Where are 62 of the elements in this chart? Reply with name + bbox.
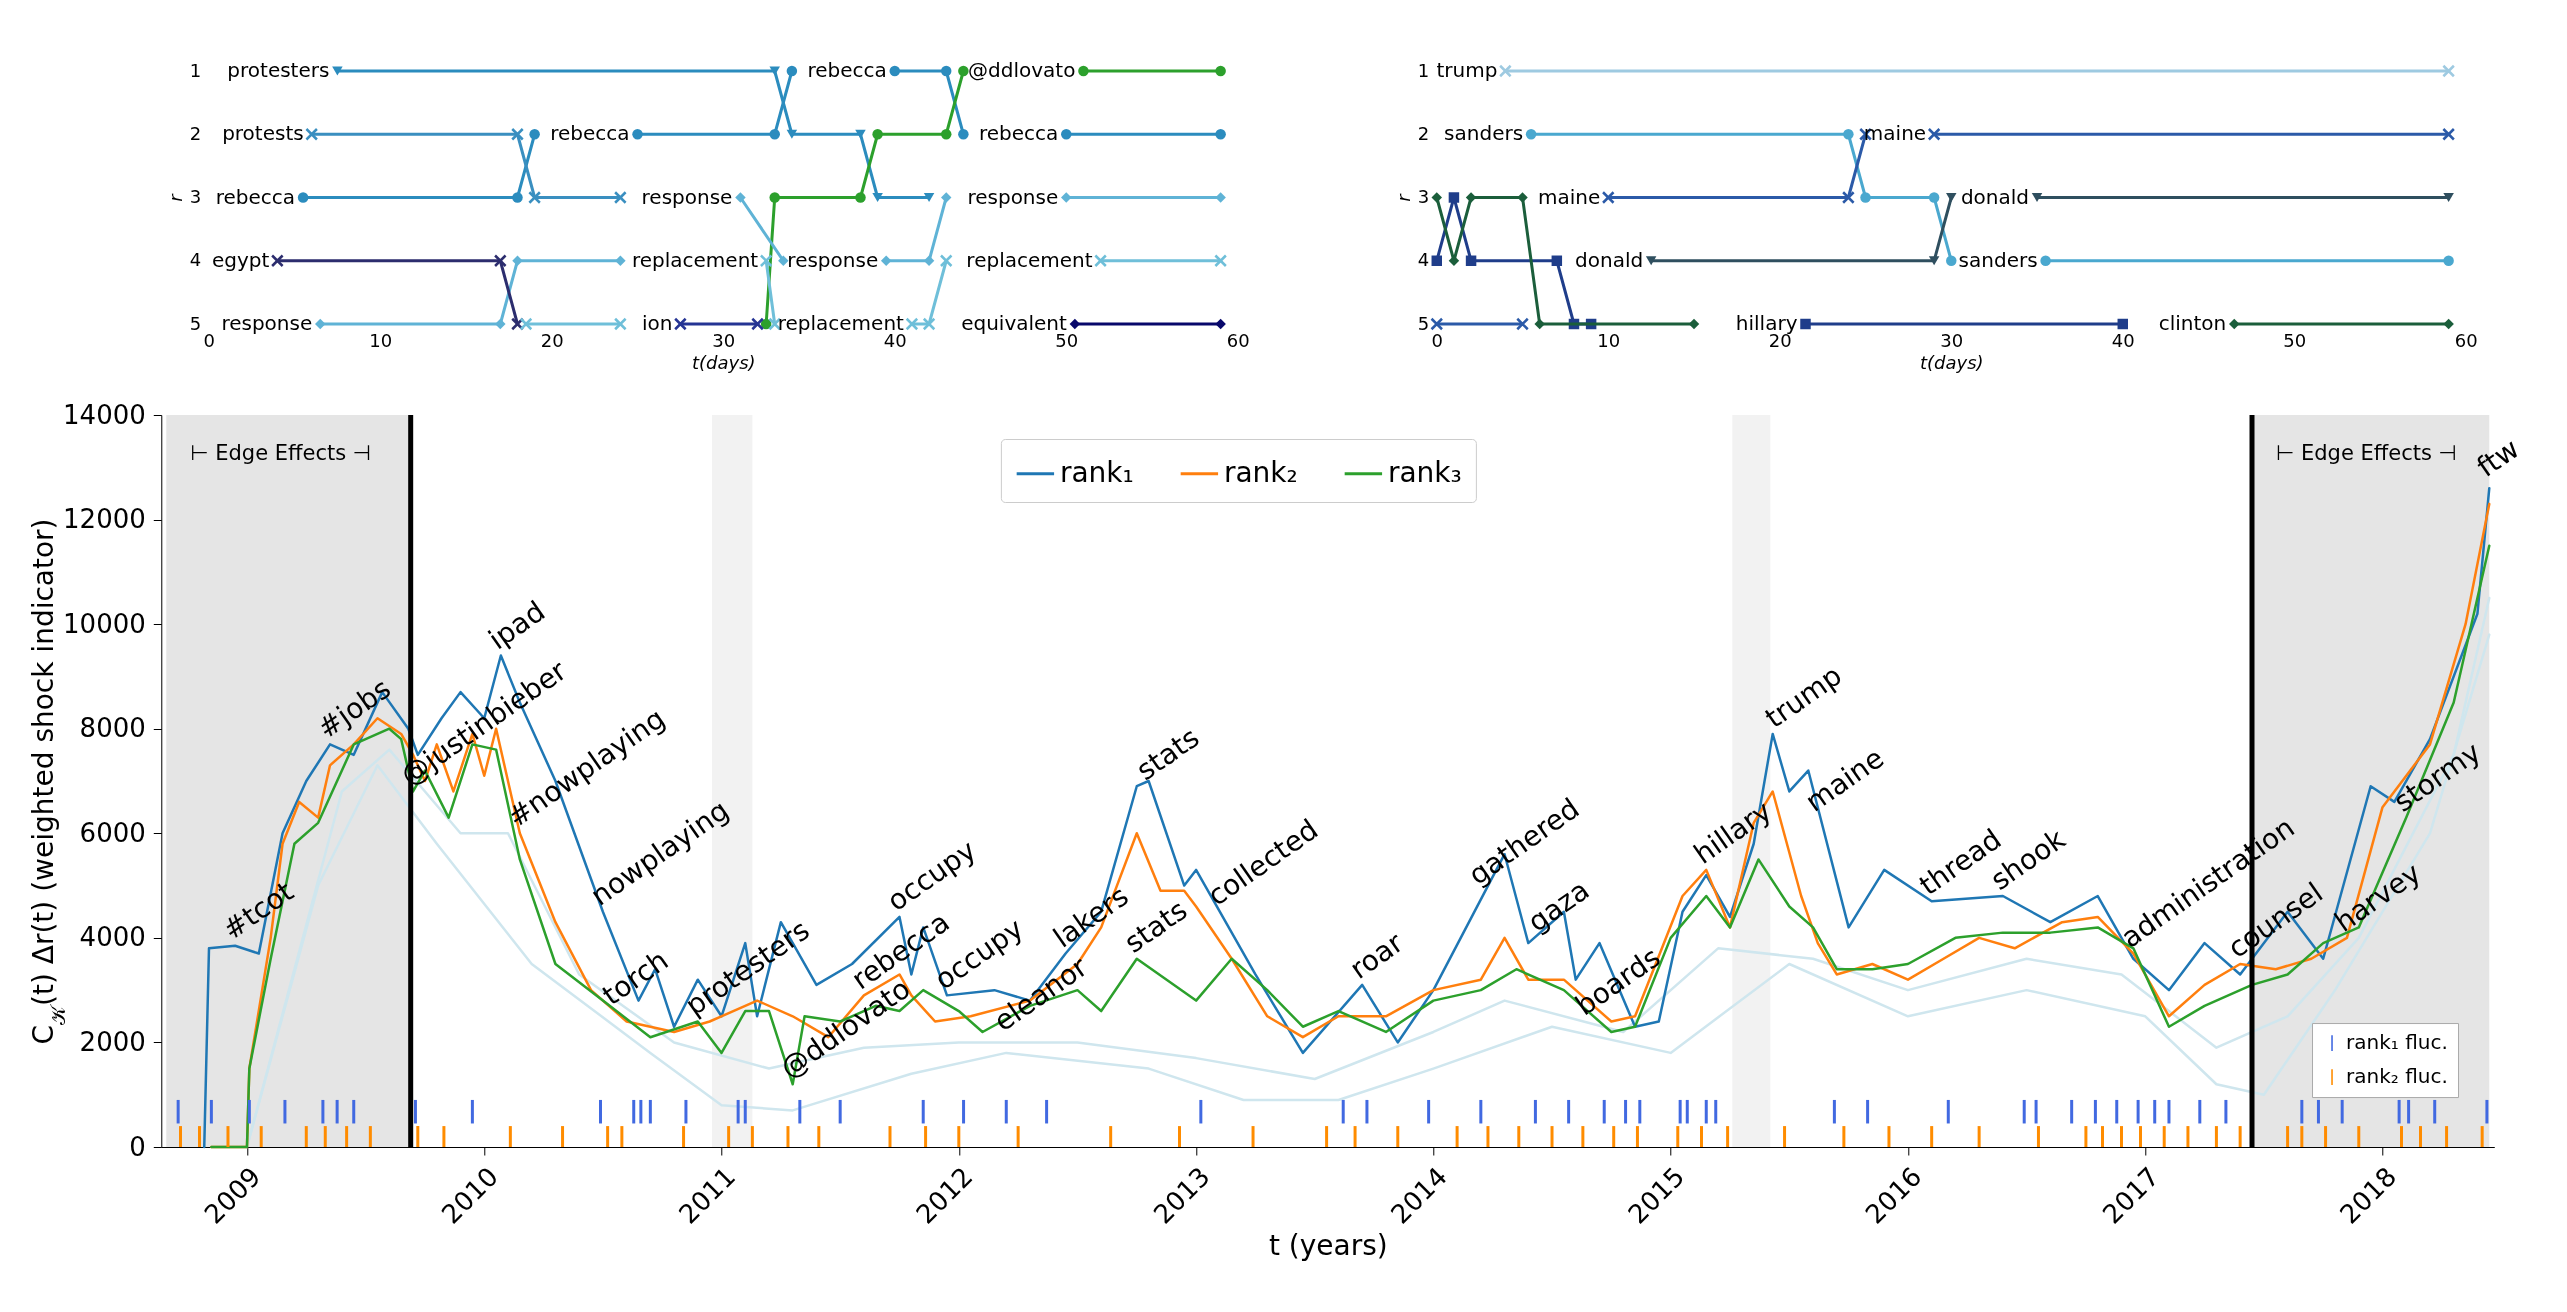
y-tick-label: 1	[1417, 59, 1430, 81]
legend-label: rank₂ fluc.	[2346, 1064, 2448, 1089]
y-tick-label: 4000	[79, 922, 146, 953]
band-label: ⊢ Edge Effects ⊣	[190, 441, 372, 465]
x-tick-label: 60	[2454, 329, 2478, 351]
series-label: sanders	[1444, 121, 1524, 146]
y-tick-label: 0	[129, 1131, 146, 1162]
y-tick-label: 8000	[79, 713, 146, 744]
y-tick-label: 2	[189, 122, 202, 144]
series-label: response	[641, 184, 733, 209]
series-label: @ddlovato	[968, 58, 1076, 82]
series-label: donald	[1960, 184, 2030, 209]
series-label: egypt	[212, 247, 270, 272]
y-tick-label: 5	[189, 312, 202, 334]
x-tick-label: 20	[540, 329, 564, 351]
y-tick-label: 4	[1417, 249, 1430, 271]
series-label: ion	[641, 311, 673, 335]
band-label: ⊢ Edge Effects ⊣	[2276, 441, 2457, 465]
y-tick-label: 1	[189, 59, 202, 81]
series-label: rebecca	[215, 184, 296, 209]
y-tick-label: 4	[189, 249, 202, 271]
x-tick-label: 30	[712, 329, 736, 351]
legend-label: rank₃	[1387, 455, 1462, 489]
y-tick-label: 6000	[79, 817, 146, 848]
x-tick-label: 60	[1226, 329, 1250, 351]
legend-label: rank₁	[1059, 455, 1134, 489]
series-label: rebecca	[978, 121, 1059, 146]
legend-label: rank₁ fluc.	[2346, 1030, 2448, 1055]
y-tick-label: 3	[189, 186, 202, 207]
y-tick-label: 14000	[63, 399, 146, 430]
y-tick-label: 2000	[79, 1026, 146, 1057]
series-label: response	[787, 247, 879, 272]
series-label: response	[221, 311, 313, 335]
x-axis-title: t(days)	[1919, 351, 1984, 373]
series-label: protesters	[227, 58, 330, 82]
series-label: trump	[1436, 58, 1498, 82]
y-tick-label: 3	[1417, 186, 1430, 207]
y-tick-label: 2	[1417, 122, 1430, 144]
series-label: replacement	[966, 247, 1093, 272]
series-label: rebecca	[807, 58, 887, 82]
x-tick-label: 10	[1597, 329, 1621, 351]
x-axis-title: t (years)	[1268, 1228, 1388, 1262]
series-label: maine	[1537, 184, 1601, 209]
x-tick-label: 40	[2111, 329, 2135, 351]
annotation: ftw	[2470, 431, 2526, 484]
series-label: clinton	[2158, 311, 2227, 335]
x-tick-label: 10	[369, 329, 393, 351]
series-label: sanders	[1958, 247, 2038, 272]
y-tick-label: 5	[1417, 312, 1430, 334]
y-axis-title: r	[1392, 192, 1414, 202]
series-label: protests	[222, 121, 304, 146]
legend-label: rank₂	[1223, 455, 1298, 489]
x-axis-title: t(days)	[691, 351, 756, 373]
x-tick-label: 50	[2283, 329, 2307, 351]
series-label: response	[967, 184, 1059, 209]
series-label: donald	[1575, 247, 1644, 272]
series-label: rebecca	[550, 121, 630, 146]
y-tick-label: 12000	[63, 504, 146, 535]
series-label: replacement	[631, 247, 759, 272]
x-tick-label: 30	[1940, 329, 1964, 351]
annotation: roar	[1343, 925, 1410, 986]
y-axis-title: r	[164, 192, 186, 202]
